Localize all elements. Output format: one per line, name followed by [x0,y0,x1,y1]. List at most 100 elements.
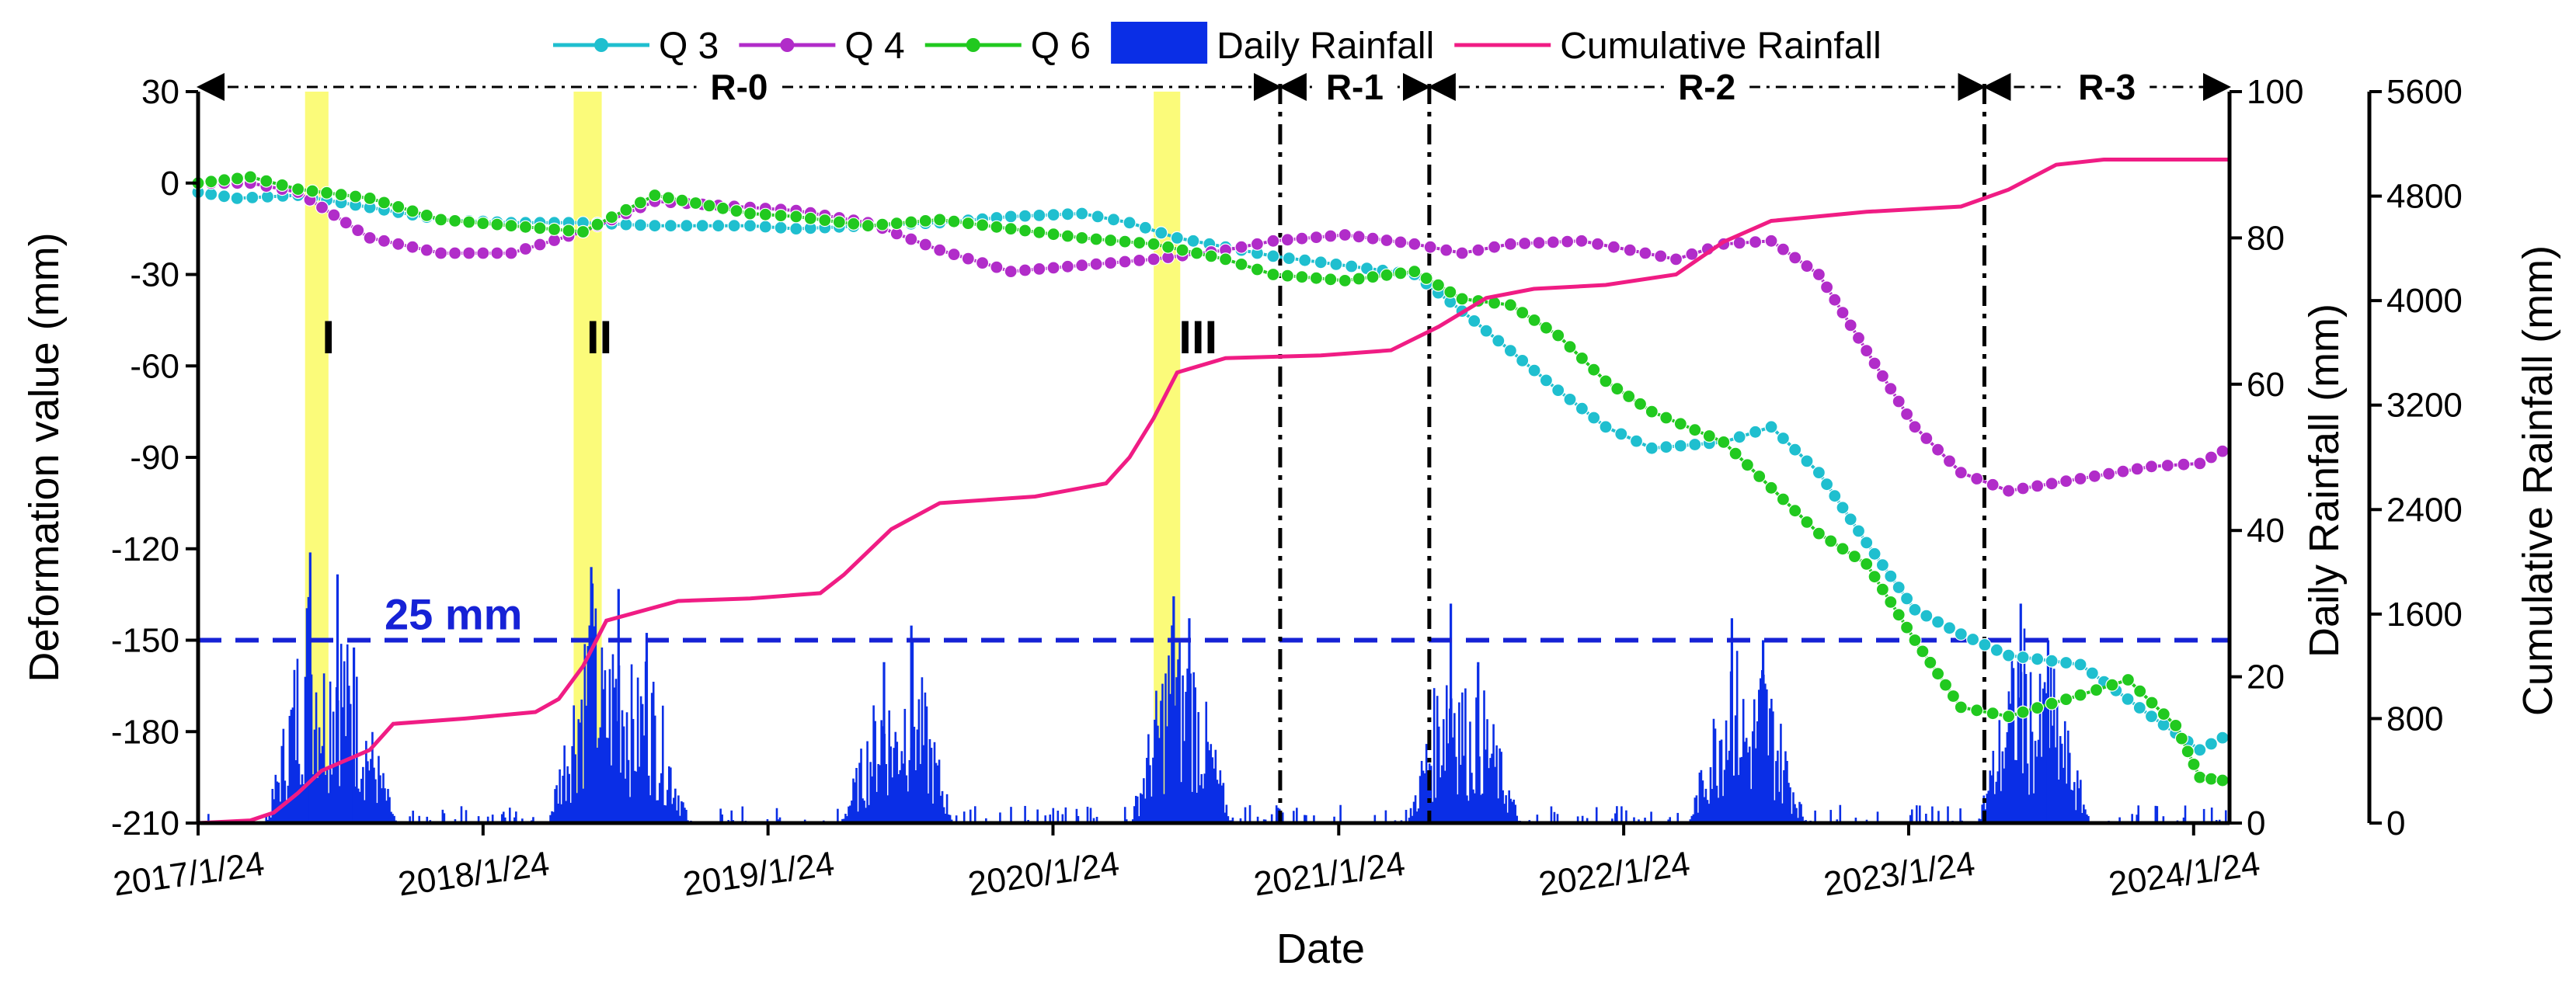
daily-rainfall-bar [322,673,325,823]
daily-rainfall-bar [1227,816,1230,823]
daily-rainfall-bar [549,815,552,823]
series-point-q-4 [462,246,476,260]
daily-rainfall-bar [321,745,324,823]
daily-rainfall-bar [1620,806,1623,823]
series-point-q-3 [1060,207,1075,221]
series-point-q-3 [1989,643,2003,657]
cumulative-rainfall-tick-label: 800 [2386,700,2443,738]
daily-rainfall-bar [2080,780,2082,823]
daily-rainfall-bar [576,793,579,823]
daily-rainfall-bar [2060,743,2063,823]
series-point-q-3 [1836,501,1850,515]
series-point-q-4 [1560,234,1575,248]
series-point-q-4 [1884,382,1898,396]
daily-rainfall-bar [663,804,666,823]
series-point-q-4 [2087,469,2101,483]
series-point-q-6 [1527,313,1541,327]
series-point-q-3 [1688,437,1702,452]
daily-rainfall-bar [1313,815,1315,823]
daily-rainfall-bar [908,759,911,823]
series-point-q-4 [1089,257,1103,271]
daily-rainfall-bar [999,812,1001,823]
daily-rainfall-bar [2068,752,2071,823]
series-point-q-4 [1638,246,1652,260]
series-point-q-4 [1103,256,1118,270]
daily-rainfall-bar [985,818,987,823]
daily-rainfall-tick-label: 0 [2247,804,2265,842]
series-point-q-6 [1352,272,1366,286]
series-point-q-6 [961,217,975,231]
event-label-III: III [1178,311,1217,363]
series-point-q-6 [1309,271,1324,285]
daily-rainfall-bar [1420,760,1423,823]
daily-rainfall-bar [844,814,847,823]
daily-rainfall-bar [1437,726,1440,823]
daily-rainfall-bar [1500,752,1502,823]
series-point-q-6 [1516,306,1530,320]
daily-rainfall-bar [1728,750,1731,823]
daily-rainfall-bar [2118,817,2121,823]
daily-rainfall-bar [1978,818,1980,823]
series-point-q-4 [2193,457,2207,471]
daily-rainfall-bar [1166,726,1168,823]
daily-rainfall-bar [356,676,358,823]
daily-rainfall-bar [1412,801,1415,823]
daily-rainfall-bar [1751,731,1754,823]
daily-rainfall-bar [1704,788,1707,823]
daily-rainfall-bar [1486,719,1488,823]
daily-rainfall-bar [1443,770,1446,823]
daily-rainfall-bar [2137,805,2140,823]
daily-rainfall-bar [862,798,864,823]
daily-rainfall-bar [1503,804,1506,823]
daily-rainfall-bar [1239,818,1242,823]
region-label-R-1: R-1 [1326,67,1384,107]
daily-rainfall-bar [1511,801,1514,823]
daily-rainfall-bar [653,715,656,823]
daily-rainfall-bar [1155,690,1157,823]
daily-rainfall-bar [508,808,511,823]
series-point-q-4 [1352,230,1366,244]
series-point-q-6 [789,210,803,224]
series-point-q-3 [648,219,662,233]
series-point-q-3 [774,221,788,234]
daily-rainfall-bar [1489,758,1492,823]
daily-rainfall-bar [913,726,916,823]
daily-rainfall-bar [1734,715,1737,823]
series-point-q-6 [1204,249,1218,263]
series-point-q-6 [334,188,348,202]
series-point-q-3 [1828,489,1842,503]
daily-rainfall-bar [899,769,902,823]
daily-rainfall-bar [625,712,628,823]
daily-rainfall-bar [1576,816,1579,823]
series-point-q-6 [1717,435,1731,450]
daily-rainfall-peak-bar [882,662,886,823]
daily-rainfall-bar [1495,745,1498,823]
left-tick-label: -180 [111,713,179,751]
daily-rainfall-bar [2007,691,2010,823]
daily-rainfall-bar [392,814,394,823]
daily-rainfall-bar [613,687,616,823]
series-point-q-3 [1800,454,1814,468]
series-point-q-3 [633,218,648,232]
daily-rainfall-bar [384,788,386,823]
series-point-q-6 [675,193,689,207]
series-layer [191,158,2230,825]
daily-rainfall-bar [857,811,859,823]
series-point-q-6 [2157,707,2170,721]
daily-rainfall-bar [869,762,872,823]
series-point-q-4 [1654,249,1668,263]
daily-rainfall-bar [673,797,675,823]
daily-rainfall-bar [1792,792,1794,823]
daily-rainfall-bar [1990,775,1993,823]
daily-rainfall-bar [681,801,683,823]
daily-rainfall-bar [387,789,389,823]
daily-rainfall-bar [1703,797,1706,823]
daily-rainfall-bar [360,778,363,823]
daily-rainfall-bar [1742,699,1745,823]
daily-rainfall-bar [2062,767,2065,823]
series-point-q-4 [1366,231,1380,245]
daily-rainfall-peak-bar [1450,603,1453,823]
daily-rainfall-bar [365,741,367,823]
daily-rainfall-bar [588,625,591,823]
